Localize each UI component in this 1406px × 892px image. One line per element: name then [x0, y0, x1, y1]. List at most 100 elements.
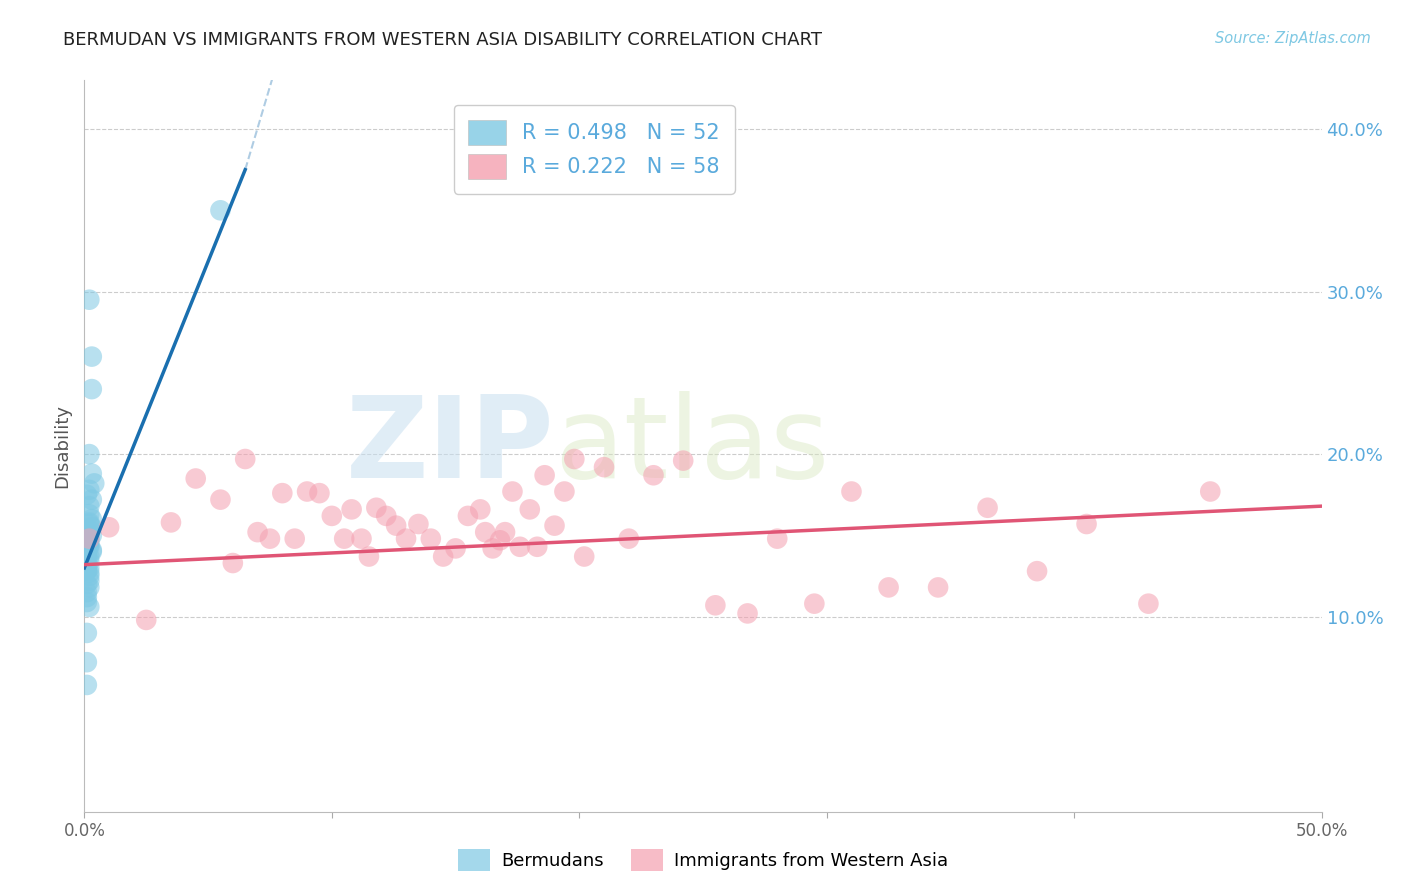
Point: [83, 476, 105, 491]
Point: [877, 581, 900, 595]
Point: [76, 562, 98, 576]
Point: [470, 502, 492, 516]
Point: [79, 554, 101, 568]
Point: [80, 512, 103, 526]
Point: [737, 607, 759, 621]
Point: [80, 350, 103, 364]
Point: [444, 541, 467, 556]
Point: [574, 549, 596, 564]
Point: [408, 516, 430, 531]
Y-axis label: Disability: Disability: [53, 404, 72, 488]
Point: [321, 508, 343, 523]
Point: [80, 467, 103, 481]
Point: [333, 532, 356, 546]
Point: [976, 500, 998, 515]
Point: [80, 492, 103, 507]
Point: [76, 577, 98, 591]
Point: [79, 540, 101, 554]
Point: [160, 516, 183, 530]
Point: [209, 203, 232, 218]
Point: [79, 549, 101, 564]
Point: [76, 532, 98, 546]
Point: [501, 484, 523, 499]
Point: [432, 549, 454, 564]
Point: [79, 524, 101, 538]
Point: [184, 471, 207, 485]
Point: [841, 484, 863, 499]
Point: [562, 452, 585, 467]
Point: [80, 382, 103, 396]
Point: [553, 484, 575, 499]
Point: [481, 541, 503, 556]
Point: [80, 544, 103, 558]
Point: [76, 533, 98, 548]
Point: [76, 595, 98, 609]
Point: [375, 508, 398, 523]
Point: [79, 508, 101, 522]
Point: [76, 525, 98, 540]
Point: [350, 532, 373, 546]
Point: [526, 540, 548, 554]
Point: [1026, 564, 1049, 578]
Point: [79, 538, 101, 552]
Point: [76, 551, 98, 566]
Point: [395, 532, 418, 546]
Point: [1199, 484, 1222, 499]
Point: [489, 533, 512, 548]
Point: [135, 613, 157, 627]
Point: [79, 561, 101, 575]
Point: [340, 502, 363, 516]
Point: [366, 500, 388, 515]
Point: [79, 574, 101, 588]
Point: [76, 536, 98, 550]
Point: [419, 532, 441, 546]
Point: [704, 599, 727, 613]
Point: [474, 525, 496, 540]
Point: [533, 468, 555, 483]
Point: [79, 599, 101, 614]
Point: [79, 535, 101, 549]
Point: [79, 447, 101, 461]
Point: [76, 655, 98, 669]
Point: [79, 483, 101, 497]
Point: [457, 508, 479, 523]
Point: [76, 590, 98, 604]
Point: [672, 453, 695, 467]
Point: [1076, 516, 1098, 531]
Point: [284, 532, 307, 546]
Point: [98, 520, 121, 534]
Point: [617, 532, 640, 546]
Point: [76, 546, 98, 560]
Point: [519, 502, 541, 516]
Point: [76, 541, 98, 556]
Point: [76, 626, 98, 640]
Point: [357, 549, 380, 564]
Text: BERMUDAN VS IMMIGRANTS FROM WESTERN ASIA DISABILITY CORRELATION CHART: BERMUDAN VS IMMIGRANTS FROM WESTERN ASIA…: [63, 31, 823, 49]
Legend: R = 0.498   N = 52, R = 0.222   N = 58: R = 0.498 N = 52, R = 0.222 N = 58: [454, 105, 734, 194]
Point: [308, 486, 330, 500]
Point: [79, 566, 101, 580]
Point: [494, 525, 516, 540]
Point: [927, 581, 949, 595]
Point: [803, 597, 825, 611]
Text: Source: ZipAtlas.com: Source: ZipAtlas.com: [1215, 31, 1371, 46]
Point: [1137, 597, 1160, 611]
Point: [385, 518, 408, 533]
Point: [766, 532, 789, 546]
Point: [79, 516, 101, 531]
Point: [79, 526, 101, 541]
Point: [246, 525, 269, 540]
Point: [79, 499, 101, 513]
Point: [271, 486, 294, 500]
Text: atlas: atlas: [554, 391, 830, 501]
Legend: Bermudans, Immigrants from Western Asia: Bermudans, Immigrants from Western Asia: [450, 842, 956, 879]
Point: [76, 488, 98, 502]
Point: [79, 569, 101, 583]
Point: [80, 528, 103, 542]
Point: [209, 492, 232, 507]
Point: [80, 543, 103, 558]
Point: [79, 516, 101, 530]
Point: [593, 460, 616, 475]
Text: ZIP: ZIP: [346, 391, 554, 501]
Point: [643, 468, 665, 483]
